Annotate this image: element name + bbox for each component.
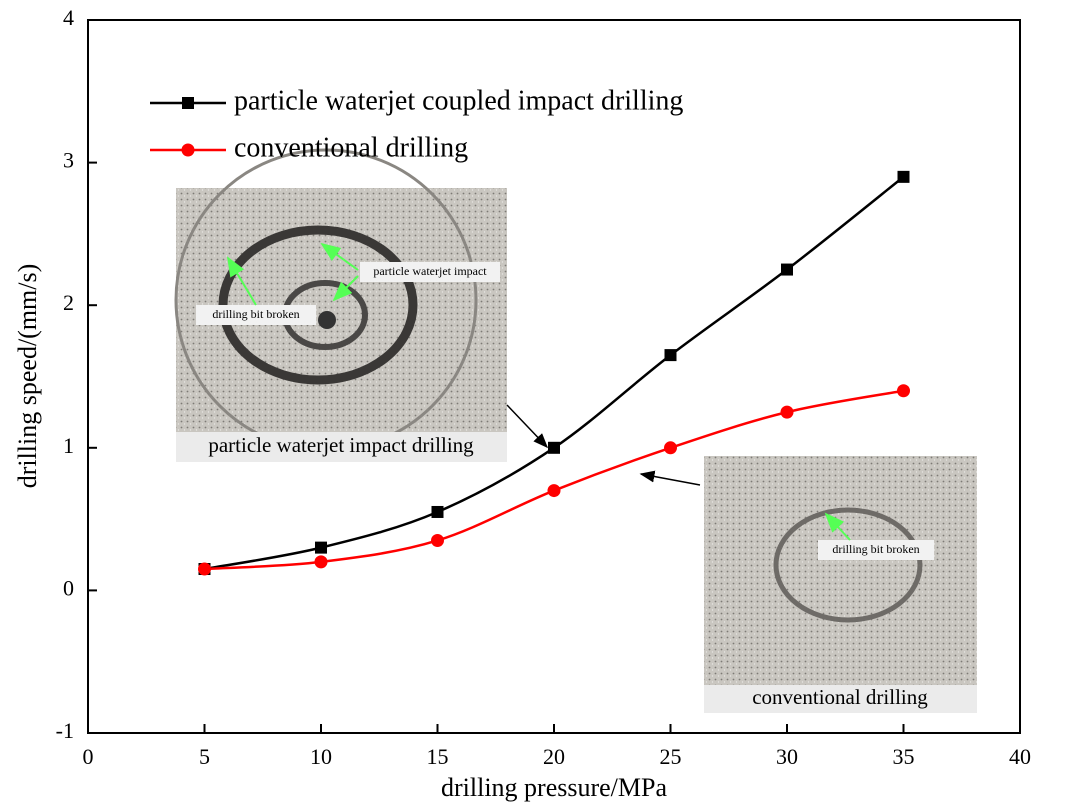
- annotation: particle waterjet impact: [373, 264, 487, 278]
- x-tick-label: 20: [543, 744, 565, 769]
- point: [780, 405, 794, 419]
- point: [664, 441, 677, 455]
- point: [548, 441, 560, 454]
- y-tick-label: 3: [63, 148, 74, 173]
- point: [547, 484, 561, 498]
- legend-label: conventional drilling: [234, 132, 468, 163]
- y-tick-label: -1: [56, 718, 74, 743]
- y-axis-label: drilling speed/(mm/s): [13, 264, 42, 489]
- y-tick-label: 4: [63, 5, 74, 30]
- arrow: [639, 470, 701, 486]
- annotation: drilling bit broken: [212, 307, 299, 321]
- point: [897, 170, 910, 183]
- point: [431, 533, 444, 547]
- arrow: [506, 404, 549, 449]
- inset-caption: particle waterjet impact drilling: [208, 433, 474, 457]
- point: [781, 263, 793, 276]
- inset-photo-1: [174, 148, 507, 462]
- x-tick-label: 25: [660, 744, 682, 769]
- x-tick-label: 0: [83, 744, 94, 769]
- x-axis-label: drilling pressure/MPa: [441, 773, 667, 802]
- point: [198, 562, 211, 576]
- point: [897, 384, 910, 398]
- y-tick-label: 0: [63, 575, 74, 600]
- x-tick-label: 5: [199, 744, 210, 769]
- inset-photo-2: [704, 456, 977, 713]
- x-tick-label: 10: [310, 744, 332, 769]
- legend-marker: [182, 97, 194, 109]
- x-tick-label: 35: [893, 744, 915, 769]
- y-tick-label: 2: [63, 290, 74, 315]
- x-tick-label: 40: [1009, 744, 1031, 769]
- x-tick-label: 30: [776, 744, 798, 769]
- legend-label: particle waterjet coupled impact drillin…: [234, 85, 683, 116]
- point: [314, 555, 328, 569]
- point: [664, 349, 677, 362]
- legend-marker: [181, 143, 195, 157]
- inset-caption: conventional drilling: [752, 685, 928, 709]
- x-tick-label: 15: [427, 744, 449, 769]
- point: [315, 541, 327, 554]
- point: [431, 505, 444, 518]
- y-tick-label: 1: [63, 433, 74, 458]
- annotation: drilling bit broken: [832, 542, 919, 556]
